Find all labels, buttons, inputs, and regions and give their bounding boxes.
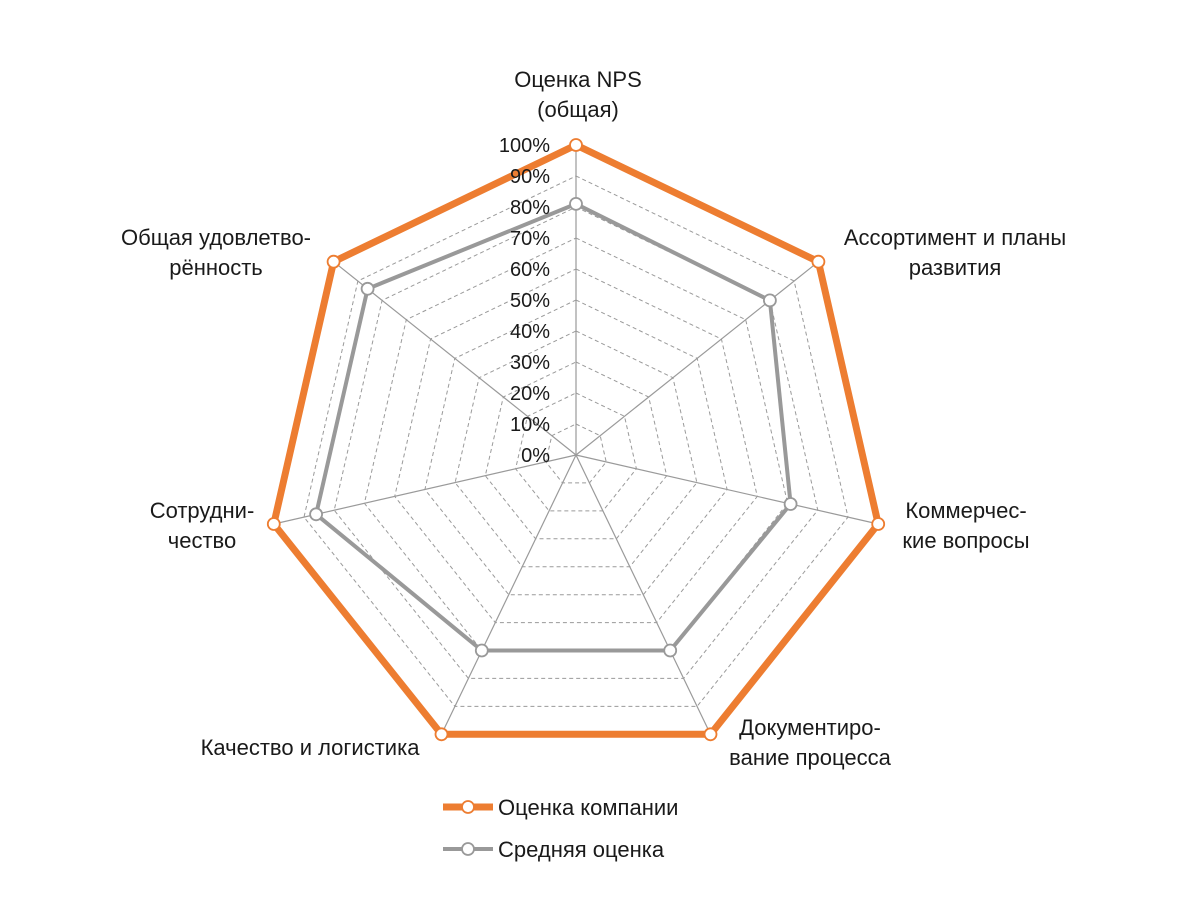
category-label-line: Ассортимент и планы <box>844 225 1066 250</box>
series-point <box>763 293 777 308</box>
category-label-line: вание процесса <box>729 745 891 770</box>
category-label-line: Документиро- <box>739 715 881 740</box>
series-point <box>326 254 341 269</box>
axis-spoke <box>575 454 879 525</box>
radial-tick-label: 30% <box>510 352 550 374</box>
category-label: Сотрудни-чество <box>150 498 255 553</box>
series-point <box>569 196 583 211</box>
axis-spoke <box>575 454 712 735</box>
series-point <box>811 254 826 269</box>
series-point <box>569 138 583 152</box>
radial-tick-label: 10% <box>510 414 550 436</box>
radar-series <box>266 138 886 742</box>
category-label: Качество и логистика <box>201 735 421 760</box>
legend-label: Оценка компании <box>498 795 678 820</box>
category-label: Общая удовлетво-рённость <box>121 225 311 280</box>
category-label-line: кие вопросы <box>902 528 1029 553</box>
legend-item: Оценка компании <box>443 795 678 820</box>
series-line <box>314 201 793 653</box>
axis-spoke <box>575 261 819 456</box>
series-point <box>309 507 324 522</box>
series-0 <box>266 138 886 742</box>
series-point <box>663 643 678 658</box>
category-label-line: (общая) <box>537 97 619 122</box>
radial-tick-label: 80% <box>510 197 550 219</box>
series-line <box>270 141 882 738</box>
axis-spoke <box>440 454 577 735</box>
radar-axes <box>273 145 879 735</box>
category-label: Ассортимент и планы развития <box>844 225 1066 280</box>
category-label: Документиро-вание процесса <box>729 715 891 770</box>
grid-ring <box>545 423 607 484</box>
grid-ring <box>484 361 668 540</box>
axis-spoke <box>333 261 577 456</box>
series-1 <box>309 196 798 658</box>
radial-tick-label: 50% <box>510 290 550 312</box>
legend-swatch-marker <box>461 842 475 856</box>
grid-ring <box>333 206 819 679</box>
category-label-line: Коммерчес- <box>905 498 1026 523</box>
series-point <box>474 643 489 658</box>
radial-tick-label: 100% <box>499 135 550 157</box>
series-point <box>360 281 375 296</box>
series-point <box>783 497 798 511</box>
category-label-line: Сотрудни- <box>150 498 255 523</box>
category-label-line: рённость <box>169 255 263 280</box>
category-label-line: чество <box>168 528 236 553</box>
axis-spoke <box>273 454 577 525</box>
radial-tick-label: 60% <box>510 259 550 281</box>
category-label-line: развития <box>909 255 1002 280</box>
grid-ring <box>424 299 728 596</box>
radial-tick-labels: 0% 10% 20% 30% 40% 50% 60% 70% 80% 90% 100% <box>499 135 550 467</box>
category-label-line: Оценка NPS <box>514 67 642 92</box>
legend-label: Средняя оценка <box>498 837 665 862</box>
category-label-line: Качество и логистика <box>201 735 421 760</box>
legend-swatch-marker <box>461 800 475 814</box>
category-label: Коммерчес-кие вопросы <box>902 498 1029 553</box>
series-point <box>871 517 886 531</box>
category-labels: Оценка NPS (общая) Ассортимент и планы разв… <box>121 67 1066 770</box>
grid-ring <box>303 175 849 707</box>
radial-tick-label: 20% <box>510 383 550 405</box>
legend: Оценка компании Средняя оценка <box>443 795 678 862</box>
category-label-line: Общая удовлетво- <box>121 225 311 250</box>
series-point <box>434 727 449 742</box>
series-point <box>703 727 718 742</box>
radial-tick-label: 0% <box>521 445 550 467</box>
series-point <box>266 517 281 531</box>
radial-tick-label: 40% <box>510 321 550 343</box>
radial-tick-label: 90% <box>510 166 550 188</box>
radial-tick-label: 70% <box>510 228 550 250</box>
grid-ring <box>394 268 758 624</box>
legend-item: Средняя оценка <box>443 837 665 862</box>
category-label: Оценка NPS (общая) <box>514 67 642 122</box>
